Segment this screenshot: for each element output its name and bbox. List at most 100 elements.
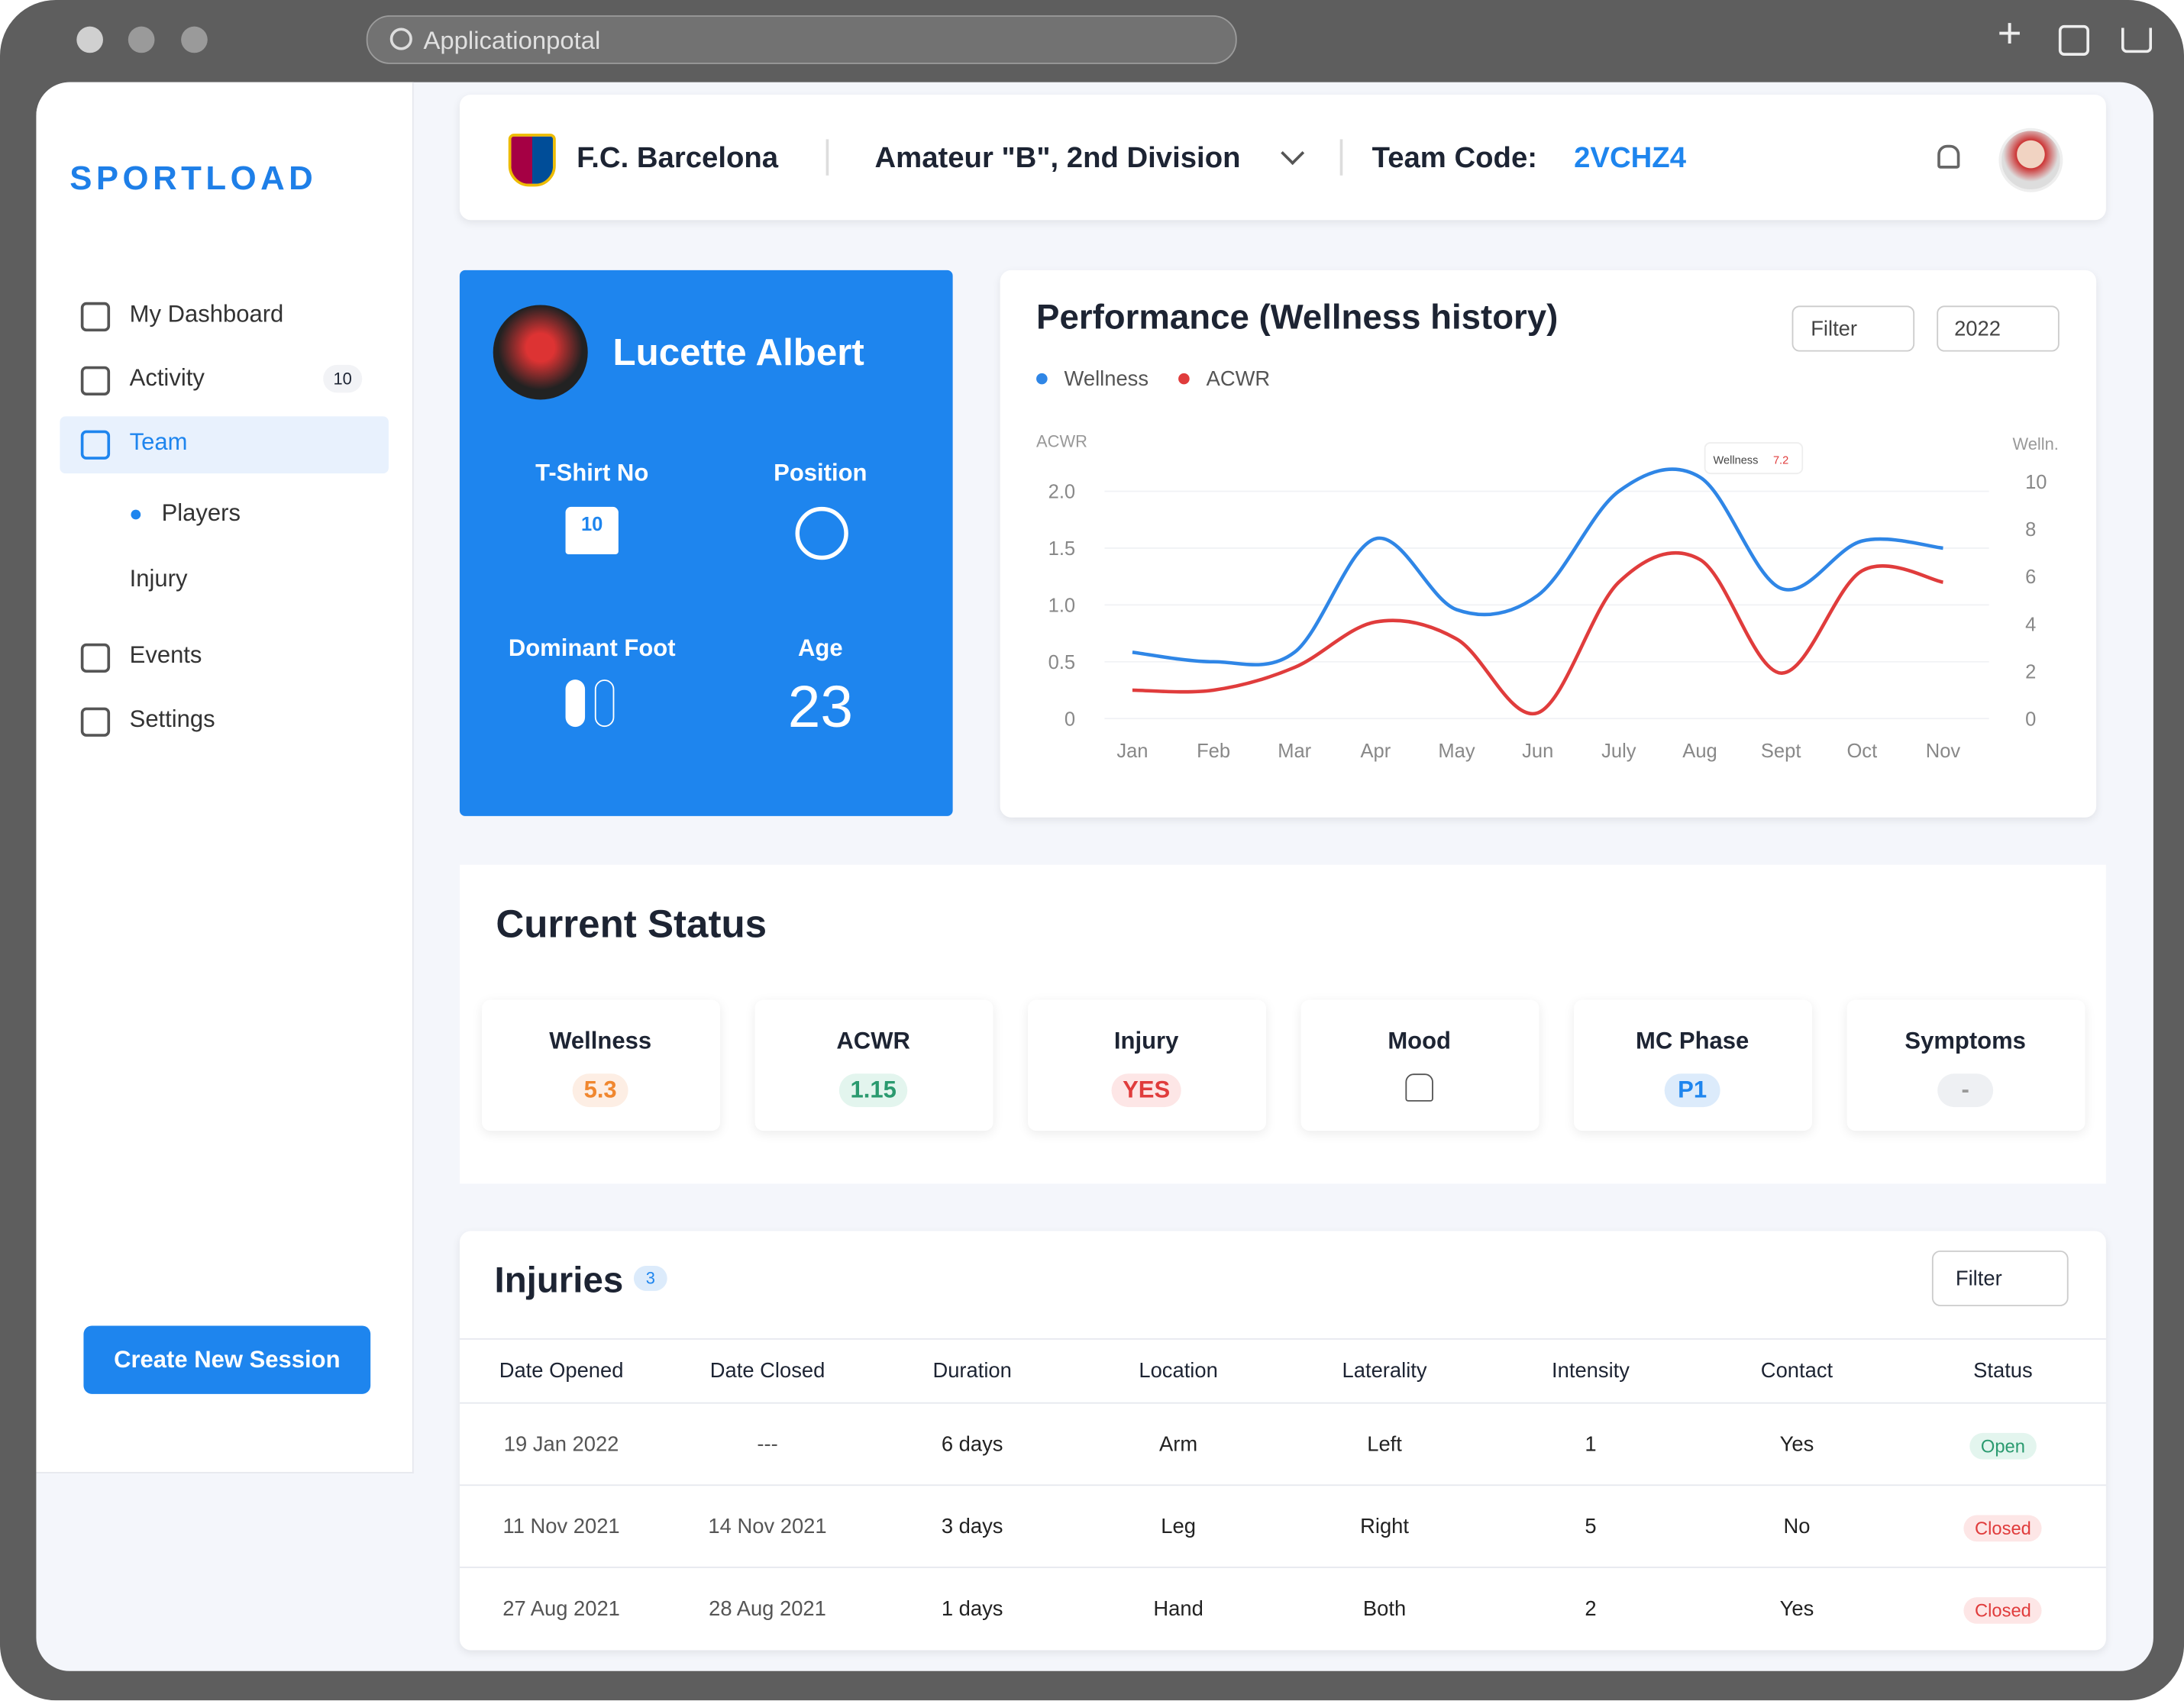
team-code: 2VCHZ4	[1574, 142, 1687, 174]
cell: 5	[1585, 1515, 1597, 1539]
cell: 27 Aug 2021	[502, 1597, 620, 1622]
url-bar[interactable]: Applicationpotal	[366, 15, 1237, 64]
nav-item[interactable]: Settings	[129, 705, 215, 733]
x-tick-label: Nov	[1926, 741, 1961, 762]
field-label: Age	[798, 634, 843, 662]
year-button[interactable]	[1937, 305, 2060, 352]
notification-bell[interactable]	[1937, 144, 1960, 169]
status-value: P1	[1664, 1073, 1720, 1108]
cell: ---	[757, 1432, 778, 1457]
x-tick-label: Oct	[1846, 741, 1877, 762]
field-label: Dominant Foot	[508, 634, 676, 662]
status-value: YES	[1111, 1073, 1181, 1108]
y-tick-label: 1.5	[1048, 538, 1075, 560]
divider	[459, 1338, 2106, 1340]
new-tab[interactable]: +	[1997, 11, 2022, 57]
field-label: T-Shirt No	[535, 459, 649, 486]
mood-icon	[1405, 1073, 1433, 1102]
cell: 14 Nov 2021	[708, 1515, 827, 1539]
filter-label[interactable]: Filter	[1811, 317, 1857, 341]
user-avatar[interactable]	[1998, 127, 2063, 192]
line-series	[1132, 467, 1943, 667]
cell: Yes	[1779, 1597, 1814, 1622]
count-badge: 3	[633, 1266, 667, 1291]
y2-tick-label: 0	[2025, 708, 2036, 730]
tabs-button[interactable]	[2058, 24, 2089, 56]
cell: Yes	[1779, 1432, 1814, 1457]
status-label: Injury	[1113, 1028, 1179, 1054]
cell: 6 days	[941, 1432, 1003, 1457]
bullet	[131, 509, 141, 520]
division[interactable]: Amateur "B", 2nd Division	[874, 142, 1241, 174]
logo[interactable]: SPORTLOAD	[69, 160, 318, 199]
position-icon	[795, 506, 848, 560]
cell: 3 days	[941, 1515, 1003, 1539]
nav-item[interactable]: My Dashboard	[129, 300, 284, 328]
window-dot[interactable]	[181, 26, 208, 53]
line-series	[1132, 550, 1943, 716]
foot-icon	[594, 679, 615, 728]
cell: Arm	[1159, 1432, 1198, 1457]
status-card	[1574, 999, 1813, 1131]
legend-label: Wellness	[1065, 366, 1149, 390]
row-divider	[459, 1484, 2106, 1486]
status-label: Mood	[1388, 1028, 1451, 1054]
share-button[interactable]	[2121, 27, 2153, 53]
sidebar: SPORTLOAD My Dashboard Activity 10 Team Play…	[36, 82, 414, 1473]
status-badge: Open	[1969, 1432, 2037, 1460]
chart: Performance (Wellness history) Filter 20…	[1036, 297, 2060, 762]
x-tick-label: Sept	[1761, 741, 1801, 762]
tooltip	[1704, 442, 1804, 475]
nav-item[interactable]: Activity	[129, 364, 205, 392]
nav-item[interactable]: Events	[129, 641, 202, 669]
chart-card: Performance (Wellness history) Filter 20…	[1000, 270, 2097, 818]
nav-badge: 10	[323, 364, 363, 393]
y2-tick-label: 2	[2025, 661, 2036, 683]
nav-active-bg[interactable]	[60, 416, 389, 474]
player-card: Lucette Albert T-Shirt No 10 Position Do…	[459, 270, 953, 816]
chart-title: Performance (Wellness history)	[1036, 297, 1558, 336]
y2-axis-label: Welln.	[2012, 434, 2058, 453]
status-card	[1846, 999, 2085, 1131]
filter-button[interactable]: Filter	[1931, 1250, 2069, 1306]
player-name: Lucette Albert	[612, 331, 864, 373]
nav-item[interactable]: Injury	[129, 565, 188, 592]
player-avatar	[493, 305, 588, 400]
status-section: Current Status Wellness 5.3 ACWR 1.15 Injury…	[459, 864, 2106, 1184]
nav-item[interactable]: Players	[161, 499, 241, 527]
y2-tick-label: 8	[2025, 519, 2036, 541]
cell: Leg	[1161, 1515, 1196, 1539]
column-header: Intensity	[1552, 1359, 1630, 1383]
nav-icon	[80, 366, 111, 396]
nav-item[interactable]: Team	[129, 428, 188, 456]
nav-icon	[80, 643, 111, 673]
dropdown-caret[interactable]	[1281, 141, 1305, 166]
year-label[interactable]: 2022	[1954, 317, 2001, 341]
cell: Right	[1360, 1515, 1410, 1539]
divider	[825, 139, 829, 176]
column-header: Duration	[932, 1359, 1012, 1383]
status-badge: Closed	[1963, 1515, 2043, 1542]
team-code-label: Team Code:	[1371, 142, 1538, 174]
x-tick-label: Apr	[1361, 741, 1391, 762]
window-dot[interactable]	[76, 26, 103, 53]
field-label: Position	[774, 459, 867, 486]
status-label: Wellness	[549, 1028, 652, 1054]
y-tick-label: 0	[1065, 708, 1075, 730]
filter-button[interactable]	[1791, 305, 1915, 352]
cell: 2	[1585, 1597, 1597, 1622]
x-tick-label: Jan	[1116, 741, 1148, 762]
cell: Hand	[1153, 1597, 1203, 1622]
divider	[1339, 139, 1343, 176]
y2-tick-label: 4	[2025, 614, 2036, 635]
x-tick-label: Feb	[1197, 741, 1230, 762]
column-header: Status	[1973, 1359, 2033, 1383]
create-session-button[interactable]: Create New Session	[83, 1325, 371, 1394]
status-value: -	[1937, 1073, 1994, 1108]
status-card	[482, 999, 721, 1131]
legend-dot	[1036, 373, 1048, 385]
status-card	[1028, 999, 1267, 1131]
team-name[interactable]: F.C. Barcelona	[577, 142, 779, 174]
window-dot[interactable]	[128, 26, 155, 53]
